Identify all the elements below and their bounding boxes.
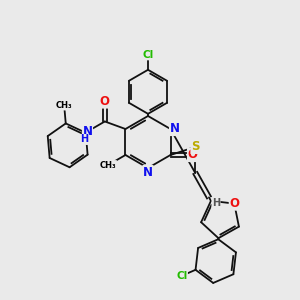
Text: Cl: Cl	[176, 271, 188, 281]
Text: N: N	[143, 166, 153, 178]
Text: CH₃: CH₃	[100, 160, 116, 169]
Text: Cl: Cl	[142, 50, 154, 60]
Text: N: N	[169, 122, 179, 136]
Text: CH₃: CH₃	[56, 101, 73, 110]
Text: N: N	[82, 125, 92, 138]
Text: H: H	[212, 198, 220, 208]
Text: H: H	[80, 134, 88, 145]
Text: O: O	[229, 197, 239, 210]
Text: O: O	[100, 95, 110, 108]
Text: S: S	[191, 140, 200, 154]
Text: O: O	[188, 148, 197, 161]
